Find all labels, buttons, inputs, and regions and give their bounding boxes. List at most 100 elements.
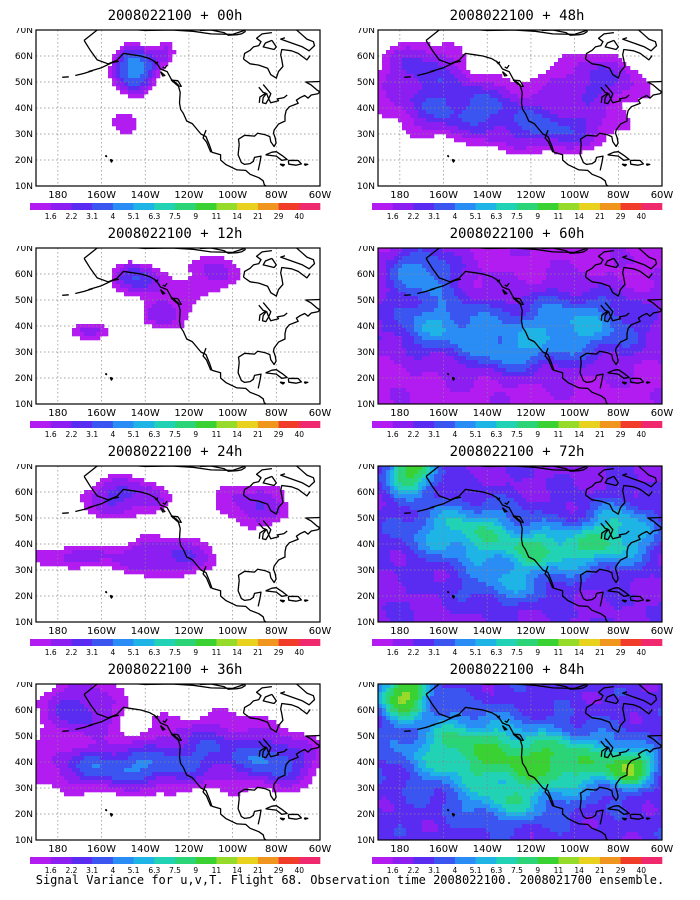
lat-tick-label: 60N — [15, 52, 33, 62]
gridlines — [36, 30, 320, 186]
colorbar-label: 2.2 — [407, 648, 419, 657]
colorbar-label: 1.6 — [45, 212, 57, 221]
lon-tick-label: 140W — [131, 844, 160, 855]
variance-map: 10N 20N 30N 40N 50N 60N 70N 180 160W 140W 120W 100W… — [357, 464, 674, 657]
colorbar-label: 3.1 — [428, 430, 440, 439]
lat-tick-label: 10N — [357, 618, 375, 628]
colorbar-label: 3.1 — [428, 866, 440, 875]
colorbar-label: 9 — [193, 866, 198, 875]
colorbar-label: 1.6 — [387, 430, 399, 439]
map-panel: 2008022100 + 60h 10N 20N 30N 40N 50N 60N 70N 180… — [352, 224, 682, 439]
panel-title: 2008022100 + 72h — [449, 444, 585, 460]
colorbar-label: 11 — [212, 212, 222, 221]
colorbar-label: 11 — [554, 212, 564, 221]
map-panel: 2008022100 + 00h 10N 20N 30N 40N 50N 60N 70N 180… — [10, 6, 340, 221]
lon-tick-label: 120W — [516, 844, 545, 855]
colorbar-label: 9 — [193, 648, 198, 657]
lon-tick-label: 180 — [48, 190, 67, 201]
colorbar-label: 5.1 — [128, 866, 140, 875]
lat-tick-label: 70N — [15, 246, 33, 254]
colorbar-label: 6.3 — [148, 866, 160, 875]
colorbar-label: 40 — [637, 866, 647, 875]
colorbar-label: 2.2 — [65, 648, 77, 657]
coastlines — [62, 466, 320, 622]
coastlines — [404, 248, 662, 404]
lat-tick-label: 20N — [15, 156, 33, 166]
lon-tick-label: 80W — [607, 190, 630, 201]
lon-tick-label: 60W — [651, 626, 674, 637]
lat-tick-label: 30N — [15, 566, 33, 576]
colorbar-label: 1.6 — [45, 430, 57, 439]
colorbar-label: 9 — [535, 430, 540, 439]
colorbar-label: 6.3 — [490, 430, 502, 439]
colorbar: 1.6 2.2 3.1 4 5.1 6.3 7.5 9 11 14 21 29 40 — [30, 857, 321, 875]
colorbar-label: 6.3 — [148, 212, 160, 221]
colorbar-label: 1.6 — [387, 648, 399, 657]
lat-tick-label: 40N — [357, 322, 375, 332]
colorbar-label: 3.1 — [428, 212, 440, 221]
colorbar: 1.6 2.2 3.1 4 5.1 6.3 7.5 9 11 14 21 29 40 — [372, 639, 663, 657]
lat-tick-label: 10N — [357, 400, 375, 410]
colorbar-label: 29 — [616, 212, 626, 221]
lon-tick-label: 180 — [48, 844, 67, 855]
lon-tick-label: 100W — [218, 190, 247, 201]
lat-tick-label: 10N — [15, 618, 33, 628]
colorbar-label: 2.2 — [65, 866, 77, 875]
colorbar-label: 7.5 — [169, 430, 181, 439]
colorbar-label: 14 — [232, 866, 242, 875]
coastlines — [404, 30, 662, 186]
lon-tick-label: 140W — [473, 626, 502, 637]
map-panel: 2008022100 + 24h 10N 20N 30N 40N 50N 60N 70N 180… — [10, 442, 340, 657]
lon-tick-label: 80W — [607, 844, 630, 855]
lon-tick-label: 80W — [265, 626, 288, 637]
colorbar: 1.6 2.2 3.1 4 5.1 6.3 7.5 9 11 14 21 29 40 — [372, 203, 663, 221]
colorbar-label: 40 — [295, 866, 305, 875]
colorbar-label: 21 — [595, 648, 605, 657]
lon-tick-label: 160W — [87, 626, 116, 637]
colorbar-label: 11 — [554, 430, 564, 439]
colorbar-label: 2.2 — [65, 212, 77, 221]
coastlines — [404, 684, 662, 840]
lat-tick-label: 50N — [15, 514, 33, 524]
lon-tick-label: 140W — [131, 190, 160, 201]
colorbar-label: 5.1 — [128, 212, 140, 221]
lat-tick-label: 60N — [357, 270, 375, 280]
panel-title: 2008022100 + 00h — [107, 8, 243, 24]
colorbar-label: 4 — [452, 430, 457, 439]
colorbar-label: 6.3 — [148, 648, 160, 657]
coastlines — [62, 30, 320, 186]
gridlines — [36, 248, 320, 404]
variance-map: 10N 20N 30N 40N 50N 60N 70N 180 160W 140W 120W 100W… — [357, 682, 674, 875]
lon-tick-label: 180 — [390, 408, 409, 419]
lat-tick-label: 20N — [357, 374, 375, 384]
variance-shading — [378, 248, 662, 404]
map-frame — [35, 247, 321, 405]
variance-map: 10N 20N 30N 40N 50N 60N 70N 180 160W 140W 120W 100W… — [15, 246, 332, 439]
lon-tick-label: 140W — [473, 408, 502, 419]
lat-tick-label: 60N — [357, 706, 375, 716]
colorbar-label: 40 — [637, 430, 647, 439]
colorbar-label: 7.5 — [511, 430, 523, 439]
lon-tick-label: 80W — [607, 626, 630, 637]
lat-tick-label: 40N — [15, 104, 33, 114]
lat-tick-label: 60N — [15, 488, 33, 498]
colorbar-label: 5.1 — [470, 212, 482, 221]
colorbar-label: 21 — [253, 212, 263, 221]
lat-tick-label: 30N — [357, 566, 375, 576]
colorbar: 1.6 2.2 3.1 4 5.1 6.3 7.5 9 11 14 21 29 40 — [30, 203, 321, 221]
lon-tick-label: 100W — [560, 190, 589, 201]
lat-tick-label: 30N — [15, 784, 33, 794]
lon-tick-label: 140W — [473, 190, 502, 201]
lat-tick-label: 10N — [357, 836, 375, 846]
lat-tick-label: 20N — [15, 592, 33, 602]
colorbar-label: 2.2 — [407, 430, 419, 439]
lon-tick-label: 180 — [390, 626, 409, 637]
lat-tick-label: 60N — [357, 52, 375, 62]
lon-tick-label: 180 — [48, 408, 67, 419]
lat-tick-label: 70N — [15, 682, 33, 690]
lat-tick-label: 20N — [357, 156, 375, 166]
variance-map: 10N 20N 30N 40N 50N 60N 70N 180 160W 140W 120W 100W… — [15, 464, 332, 657]
lat-tick-label: 40N — [15, 540, 33, 550]
colorbar-label: 3.1 — [86, 430, 98, 439]
colorbar-label: 40 — [295, 212, 305, 221]
